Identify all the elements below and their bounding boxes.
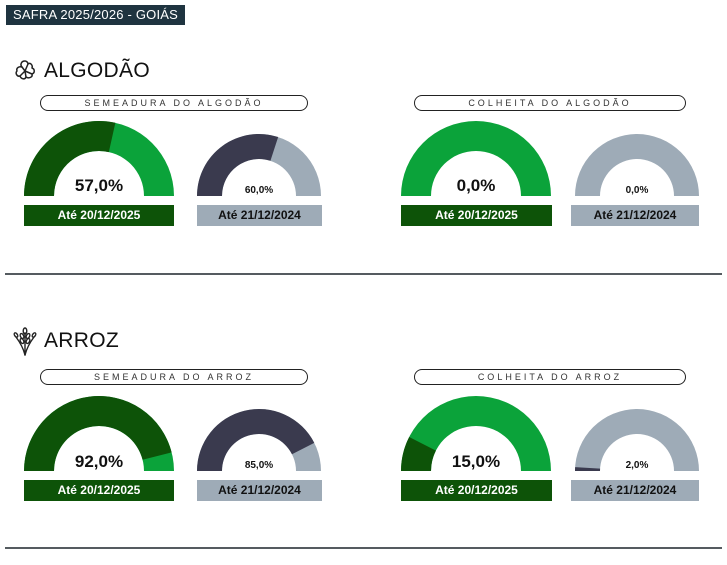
label-colheita-arroz: COLHEITA DO ARROZ: [414, 369, 686, 385]
gauge-value: 60,0%: [244, 185, 274, 196]
label-semeadura-arroz: SEMEADURA DO ARROZ: [40, 369, 308, 385]
gauge-value: 92,0%: [74, 452, 124, 471]
label-colheita-algodao: COLHEITA DO ALGODÃO: [414, 95, 686, 111]
gauge-value: 2,0%: [625, 460, 649, 471]
gauge-semeadura-algodao-previous: [197, 134, 321, 196]
cotton-icon: [10, 56, 40, 86]
gauge-track: [401, 396, 551, 471]
gauge-fill: [24, 121, 116, 196]
date-current: Até 20/12/2025: [24, 205, 174, 226]
page-header: SAFRA 2025/2026 - GOIÁS: [6, 5, 186, 25]
section-header-algodao: ALGODÃO: [10, 51, 150, 91]
rice-plant-icon: [10, 326, 40, 356]
date-current: Até 20/12/2025: [401, 205, 552, 226]
section-divider: [5, 547, 722, 549]
gauge-value: 0,0%: [625, 185, 649, 196]
gauge-value: 0,0%: [456, 176, 496, 195]
label-semeadura-algodao: SEMEADURA DO ALGODÃO: [40, 95, 308, 111]
gauge-fill: [197, 409, 315, 471]
gauge-value: 15,0%: [451, 452, 501, 471]
gauge-colheita-arroz-previous: [575, 409, 699, 471]
gauge-value: 57,0%: [74, 176, 124, 195]
gauge-semeadura-arroz-previous: [197, 409, 321, 471]
gauge-colheita-algodao-current: [401, 121, 551, 196]
gauge-colheita-arroz-current: [401, 396, 551, 471]
gauge-value: 85,0%: [244, 460, 274, 471]
section-title: ALGODÃO: [44, 59, 150, 82]
gauge-fill: [197, 134, 279, 196]
date-previous: Até 21/12/2024: [197, 480, 322, 501]
section-title: ARROZ: [44, 329, 119, 352]
date-current: Até 20/12/2025: [401, 480, 552, 501]
date-previous: Até 21/12/2024: [571, 480, 699, 501]
gauge-semeadura-algodao-current: [24, 121, 174, 196]
gauge-fill: [24, 395, 172, 471]
date-previous: Até 21/12/2024: [197, 205, 322, 226]
gauge-colheita-algodao-previous: [575, 134, 699, 196]
gauge-semeadura-arroz-current: [24, 395, 174, 471]
gauge-track: [575, 134, 699, 196]
gauge-fill: [575, 467, 601, 471]
date-current: Até 20/12/2025: [24, 480, 174, 501]
gauge-track: [401, 121, 551, 196]
date-previous: Até 21/12/2024: [571, 205, 699, 226]
gauge-fill: [401, 436, 436, 471]
gauge-track: [575, 409, 699, 471]
section-divider: [5, 273, 722, 275]
section-header-arroz: ARROZ: [10, 321, 119, 361]
